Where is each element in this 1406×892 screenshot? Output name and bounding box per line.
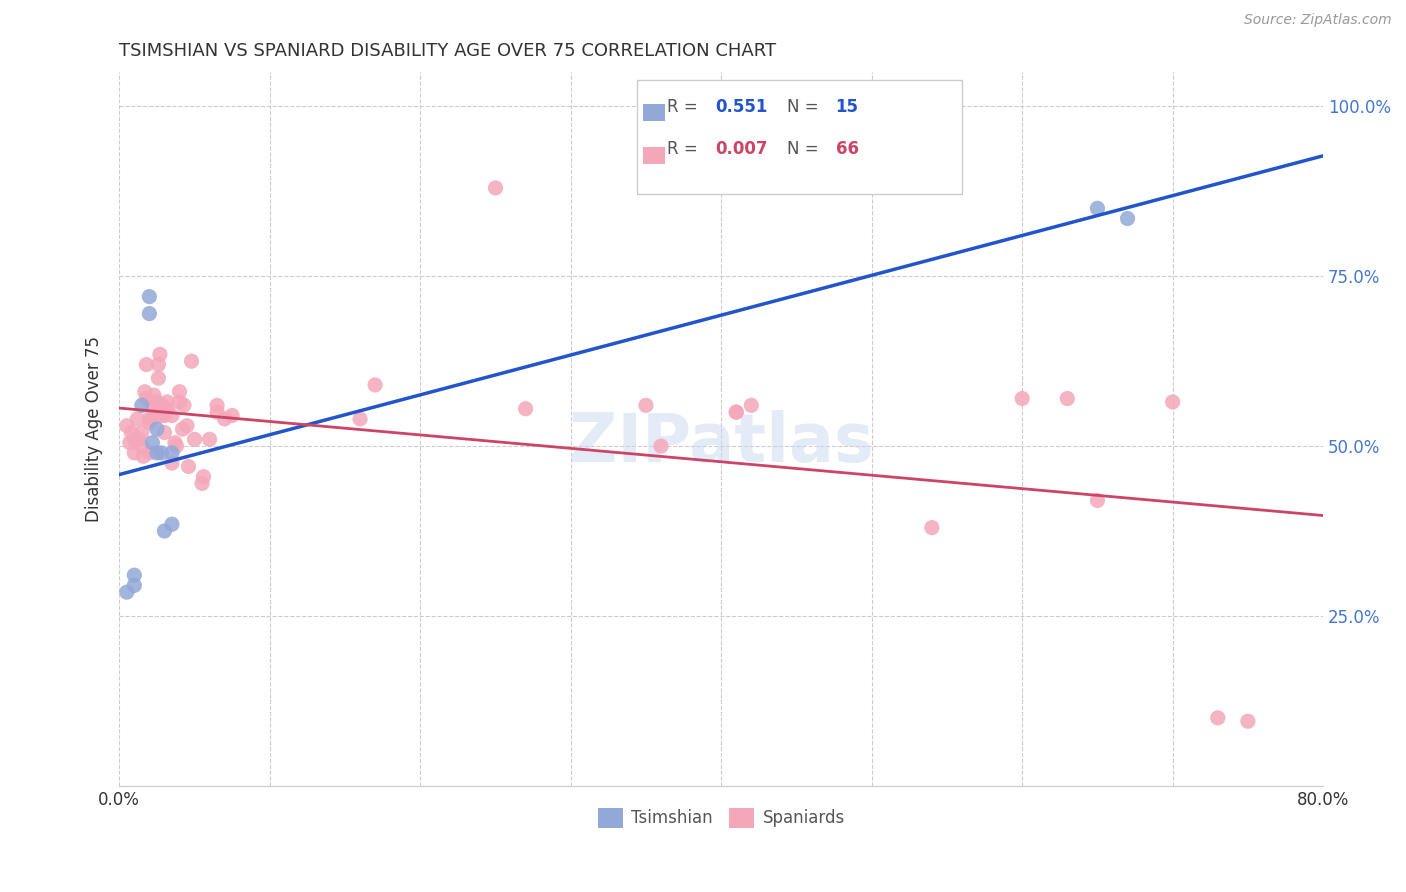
Point	[146, 405, 169, 419]
Point	[156, 401, 179, 416]
Point	[921, 520, 943, 534]
Point	[132, 450, 155, 464]
Point	[183, 432, 205, 446]
Point	[115, 585, 138, 599]
Point	[138, 412, 160, 426]
Point	[1011, 392, 1033, 406]
Point	[180, 354, 202, 368]
Point	[214, 412, 236, 426]
Point	[150, 409, 173, 423]
Point	[141, 412, 163, 426]
Point	[160, 446, 183, 460]
Point	[1206, 711, 1229, 725]
Point	[120, 425, 142, 440]
Point	[1116, 211, 1139, 226]
Point	[193, 469, 215, 483]
Point	[148, 358, 170, 372]
Point	[364, 378, 387, 392]
Point	[191, 476, 214, 491]
Point	[650, 439, 672, 453]
Point	[153, 425, 176, 440]
Point	[1087, 493, 1109, 508]
Point	[177, 459, 200, 474]
Text: Source: ZipAtlas.com: Source: ZipAtlas.com	[1244, 13, 1392, 28]
Text: TSIMSHIAN VS SPANIARD DISABILITY AGE OVER 75 CORRELATION CHART: TSIMSHIAN VS SPANIARD DISABILITY AGE OVE…	[120, 42, 776, 60]
Point	[150, 446, 173, 460]
Point	[1237, 714, 1260, 729]
Point	[205, 398, 228, 412]
Y-axis label: Disability Age Over 75: Disability Age Over 75	[86, 336, 103, 522]
Text: R =: R =	[666, 140, 697, 159]
Point	[163, 435, 186, 450]
Point	[160, 409, 183, 423]
Point	[176, 418, 198, 433]
Point	[131, 425, 153, 440]
Point	[172, 422, 194, 436]
Point	[131, 398, 153, 412]
Point	[146, 422, 169, 436]
Point	[198, 432, 221, 446]
Point	[146, 446, 169, 460]
Point	[124, 432, 146, 446]
Point	[173, 398, 195, 412]
FancyBboxPatch shape	[643, 103, 665, 121]
Point	[127, 412, 149, 426]
Point	[740, 398, 762, 412]
Point	[484, 181, 506, 195]
Point	[124, 568, 146, 582]
FancyBboxPatch shape	[643, 146, 665, 164]
Point	[725, 405, 748, 419]
Point	[221, 409, 243, 423]
Legend: Tsimshian, Spaniards: Tsimshian, Spaniards	[591, 801, 852, 835]
Point	[135, 358, 157, 372]
Point	[118, 435, 141, 450]
Point	[150, 398, 173, 412]
Point	[1056, 392, 1078, 406]
Point	[1161, 395, 1184, 409]
Point	[1087, 202, 1109, 216]
Point	[634, 398, 657, 412]
Point	[128, 432, 150, 446]
Point	[150, 398, 173, 412]
Point	[134, 384, 156, 399]
Text: ZIPatlas: ZIPatlas	[569, 410, 873, 476]
Point	[141, 435, 163, 450]
Point	[149, 347, 172, 361]
Point	[115, 418, 138, 433]
Point	[160, 456, 183, 470]
Text: N =: N =	[787, 97, 820, 116]
Point	[138, 446, 160, 460]
Point	[148, 371, 170, 385]
Point	[153, 409, 176, 423]
Point	[160, 517, 183, 532]
Point	[156, 395, 179, 409]
Point	[169, 384, 191, 399]
Point	[169, 395, 191, 409]
Point	[166, 439, 188, 453]
Point	[205, 405, 228, 419]
Point	[138, 290, 160, 304]
Point	[141, 398, 163, 412]
Text: 15: 15	[835, 97, 859, 116]
Point	[138, 307, 160, 321]
Point	[725, 405, 748, 419]
Text: N =: N =	[787, 140, 820, 159]
Point	[138, 415, 160, 429]
Point	[146, 395, 169, 409]
FancyBboxPatch shape	[637, 79, 962, 194]
Text: R =: R =	[666, 97, 697, 116]
Point	[124, 578, 146, 592]
Point	[153, 524, 176, 538]
Point	[349, 412, 371, 426]
Point	[142, 388, 165, 402]
Point	[515, 401, 537, 416]
Text: 0.551: 0.551	[716, 97, 768, 116]
Text: 66: 66	[835, 140, 859, 159]
Point	[135, 392, 157, 406]
Text: 0.007: 0.007	[716, 140, 768, 159]
Point	[131, 439, 153, 453]
Point	[124, 446, 146, 460]
